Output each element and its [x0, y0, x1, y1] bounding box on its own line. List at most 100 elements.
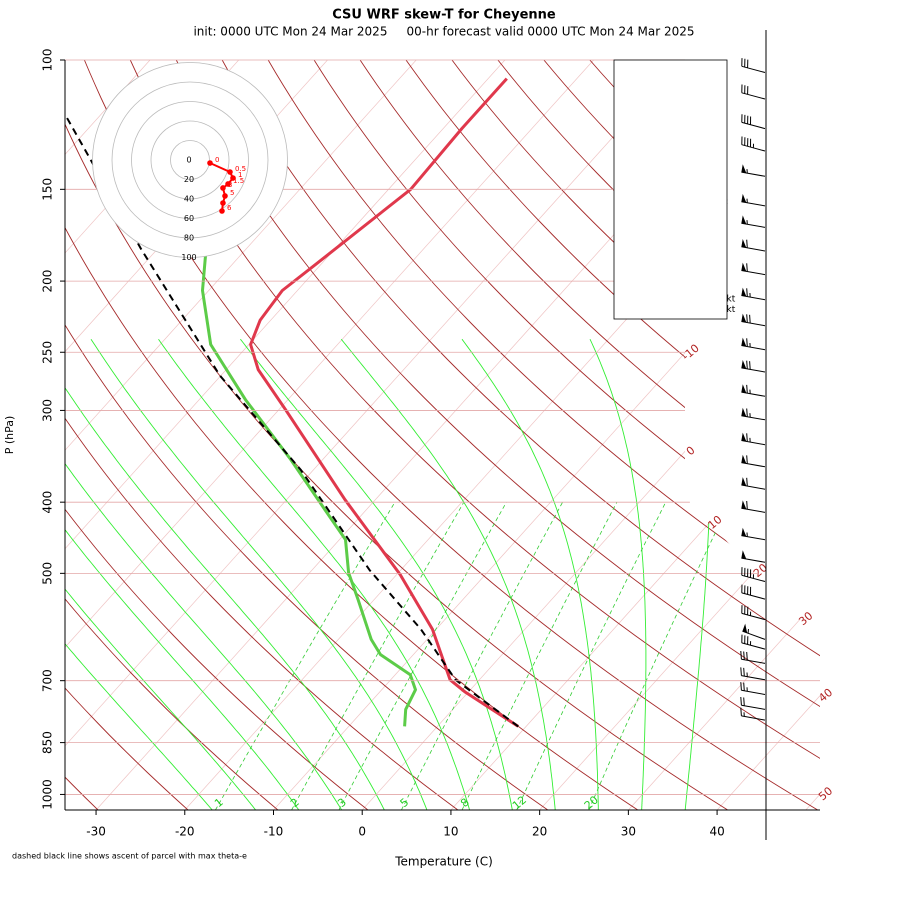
wind-barb — [741, 262, 766, 276]
hodograph-ring-label: 0 — [186, 156, 191, 165]
hodograph-ring — [170, 140, 210, 180]
wind-barb — [741, 360, 766, 373]
hodograph-point — [219, 208, 225, 214]
y-tick-label: 700 — [41, 669, 55, 692]
barb-flag — [741, 262, 747, 272]
wind-barb — [741, 605, 766, 621]
dry-adiabat — [267, 60, 820, 810]
barb-staff — [740, 696, 766, 710]
barb-staff — [741, 314, 766, 327]
barb-staff — [741, 136, 766, 152]
wind-barb — [742, 623, 766, 640]
barb-staff — [741, 557, 766, 563]
barb-staff — [741, 584, 766, 600]
y-tick-label: 500 — [41, 562, 55, 585]
barb-flag — [741, 432, 747, 442]
barb-flag — [741, 360, 747, 369]
x-tick-label: -20 — [175, 825, 195, 839]
mixing-ratio-line — [588, 502, 731, 810]
wind-barb — [740, 696, 766, 710]
wind-barb — [741, 454, 766, 468]
wind-barb — [741, 567, 766, 582]
isotherm — [65, 60, 506, 810]
barb-staff — [741, 408, 766, 421]
barb-staff — [742, 629, 766, 640]
barb-flag — [741, 527, 747, 537]
barb-staff — [741, 84, 766, 100]
footnote: dashed black line shows ascent of parcel… — [12, 852, 247, 861]
x-tick-label: 40 — [709, 825, 724, 839]
hodograph-ring-label: 40 — [184, 195, 194, 204]
wind-barb — [741, 500, 766, 513]
hodograph-label: 0 — [215, 156, 219, 164]
barb-flag — [741, 287, 747, 297]
dry-adiabat — [313, 60, 820, 810]
isotherm — [65, 60, 683, 810]
hodograph-point — [230, 175, 236, 181]
barb-staff — [741, 360, 766, 373]
dry-adiabat — [451, 60, 820, 810]
barb-flag — [741, 193, 747, 203]
barb-staff — [741, 455, 766, 468]
wind-barb — [741, 407, 766, 421]
mixing-ratio-line — [338, 502, 507, 810]
isotherm — [65, 60, 594, 810]
barb-staff — [741, 169, 766, 177]
barb-staff — [740, 667, 766, 681]
wind-barb — [741, 58, 766, 73]
barb-staff — [741, 532, 766, 541]
hodograph-ring-label: 60 — [184, 214, 194, 223]
x-tick-label: 10 — [443, 825, 458, 839]
barb-staff — [741, 384, 766, 397]
barb-staff — [741, 239, 766, 252]
hodograph-ring — [150, 120, 230, 200]
barb-staff — [741, 605, 766, 621]
wind-barb — [741, 215, 766, 228]
x-tick-label: -10 — [264, 825, 284, 839]
y-tick-label: 1000 — [41, 779, 55, 810]
hodograph-label: 1.5 — [233, 177, 244, 185]
wind-barb — [741, 238, 766, 252]
hodograph-label: 6 — [227, 204, 232, 212]
dry-adiabat — [65, 60, 639, 810]
y-tick-label: 300 — [41, 399, 55, 422]
barb-staff — [741, 477, 766, 490]
x-tick-label: 30 — [621, 825, 636, 839]
barb-flag — [741, 384, 747, 393]
barb-flag — [741, 313, 747, 323]
wind-barb — [741, 550, 766, 563]
mixing-ratio-line — [401, 502, 563, 810]
wind-barb — [741, 584, 766, 600]
wind-barb — [740, 650, 766, 664]
wind-barb — [741, 337, 766, 351]
barb-staff — [740, 650, 766, 664]
wind-barb — [741, 527, 766, 541]
mixing-ratio-line — [215, 501, 396, 810]
barb-flag — [741, 550, 747, 560]
mixing-ratio-line — [461, 502, 618, 810]
hodograph-ring — [131, 101, 249, 219]
wind-barb — [741, 432, 766, 446]
hodograph-point — [222, 193, 228, 199]
x-tick-label: -30 — [86, 825, 106, 839]
wind-barb — [741, 477, 766, 490]
isotherm — [273, 60, 820, 810]
barb-flag — [741, 337, 747, 347]
barb-staff — [741, 58, 766, 73]
wind-barb — [741, 193, 766, 207]
barb-staff — [741, 567, 766, 582]
wind-barb — [740, 707, 766, 721]
barb-flag — [741, 500, 747, 510]
barb-staff — [741, 263, 766, 276]
y-tick-label: 100 — [41, 49, 55, 72]
hodograph-label: 0.5 — [235, 165, 246, 173]
hodograph-point — [207, 160, 213, 166]
dry-adiabat — [221, 60, 820, 810]
dry-adiabat — [497, 60, 820, 810]
wind-barb — [740, 667, 766, 681]
parcel-line — [65, 84, 519, 728]
dry-adiabat — [65, 60, 279, 810]
y-axis-label: P (hPa) — [3, 416, 16, 455]
